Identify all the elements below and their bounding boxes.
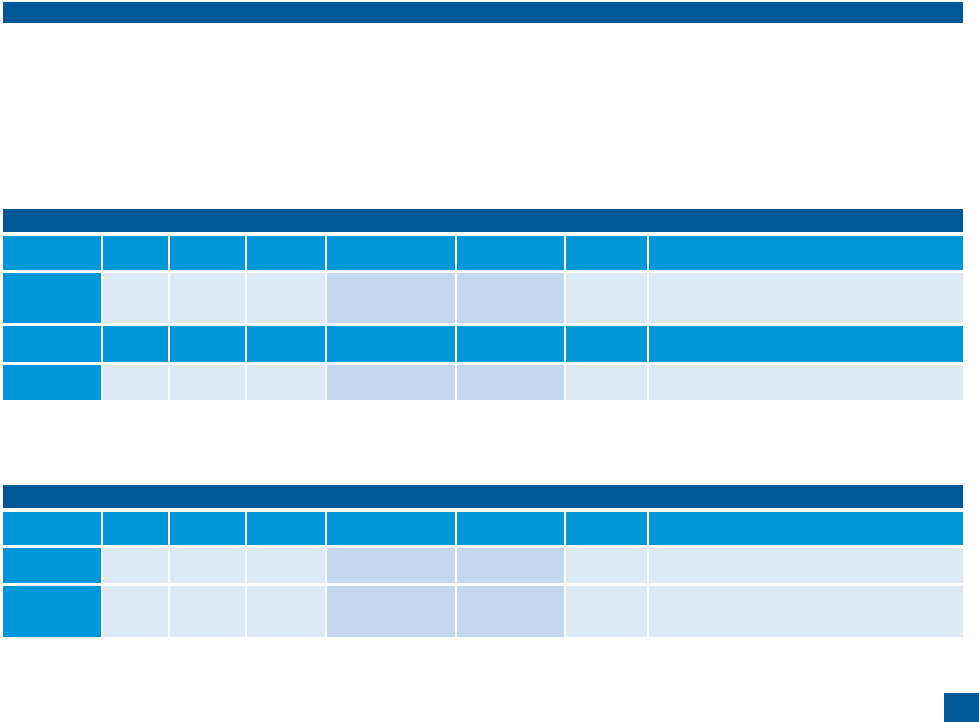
table-cell — [103, 365, 168, 400]
table-cell — [457, 586, 564, 637]
table-cell — [649, 548, 963, 583]
table-cell — [327, 365, 455, 400]
table-cell — [457, 365, 564, 400]
table-cell — [170, 548, 245, 583]
table-cell — [649, 586, 963, 637]
table-cell — [566, 548, 647, 583]
table-cell — [327, 548, 455, 583]
header-cell — [3, 236, 101, 270]
table-cell — [3, 586, 101, 637]
table-cell — [566, 365, 647, 400]
header-cell — [170, 512, 245, 545]
table-cell — [649, 365, 963, 400]
header-cell — [649, 236, 963, 270]
table-cell — [457, 273, 564, 323]
header-cell — [566, 326, 647, 362]
table-cell — [3, 365, 101, 400]
header-cell — [649, 326, 963, 362]
header-cell — [170, 236, 245, 270]
page-number-box — [944, 693, 979, 722]
table-cell — [3, 548, 101, 583]
table-cell — [103, 548, 168, 583]
header-cell — [327, 512, 455, 545]
table-cell — [170, 273, 245, 323]
table-cell — [247, 548, 325, 583]
table-cell — [247, 273, 325, 323]
header-cell — [103, 512, 168, 545]
table-cell — [247, 586, 325, 637]
header-cell — [247, 326, 325, 362]
table-cell — [170, 586, 245, 637]
table-cell — [566, 586, 647, 637]
header-cell — [457, 326, 564, 362]
table-cell — [247, 365, 325, 400]
table-cell — [566, 273, 647, 323]
table-cell — [3, 273, 101, 323]
table-cell — [103, 273, 168, 323]
header-cell — [327, 326, 455, 362]
header-cell — [327, 236, 455, 270]
header-cell — [170, 326, 245, 362]
table-cell — [327, 586, 455, 637]
header-cell — [103, 236, 168, 270]
title-bar — [3, 2, 963, 23]
header-cell — [566, 236, 647, 270]
table-cell — [457, 548, 564, 583]
header-cell — [103, 326, 168, 362]
table-header-bar — [3, 209, 963, 232]
header-cell — [457, 512, 564, 545]
header-cell — [3, 512, 101, 545]
table-cell — [649, 273, 963, 323]
table-cell — [170, 365, 245, 400]
header-cell — [566, 512, 647, 545]
header-cell — [3, 326, 101, 362]
header-cell — [457, 236, 564, 270]
table-cell — [103, 586, 168, 637]
header-cell — [247, 512, 325, 545]
table-header-bar — [3, 485, 963, 508]
table-cell — [327, 273, 455, 323]
header-cell — [247, 236, 325, 270]
tables — [3, 236, 963, 637]
header-cell — [649, 512, 963, 545]
